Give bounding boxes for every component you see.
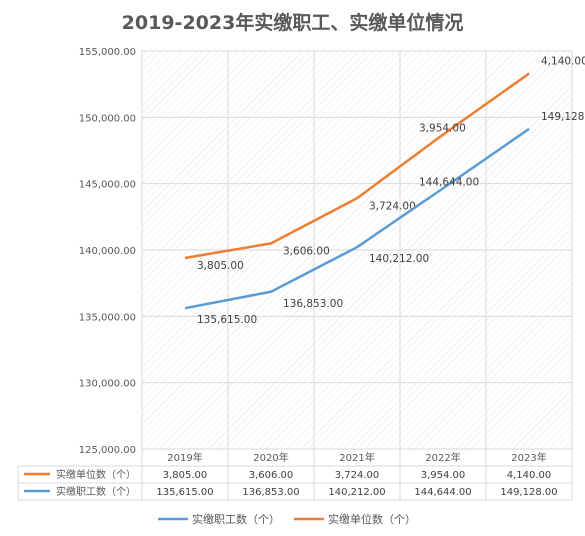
table-cell-value: 3,724.00 — [335, 470, 380, 481]
series-line — [184, 127, 530, 310]
table-cell-value: 140,212.00 — [328, 487, 385, 498]
y-tick-label: 150,000.00 — [79, 113, 136, 124]
x-tick-label: 2022年 — [425, 451, 460, 464]
table-cell-value: 144,644.00 — [414, 487, 471, 498]
legend-label: 实缴职工数（个） — [192, 512, 280, 526]
data-label: 149,128.00 — [541, 111, 585, 123]
data-label: 3,805.00 — [197, 260, 244, 272]
table-cell-value: 3,805.00 — [163, 470, 208, 481]
y-tick-label: 125,000.00 — [79, 445, 136, 456]
y-tick-label: 155,000.00 — [79, 47, 136, 58]
data-label: 4,140.00 — [541, 56, 585, 68]
chart-title: 2019-2023年实缴职工、实缴单位情况 — [121, 12, 464, 34]
table-series-label: 实缴职工数（个） — [56, 485, 136, 498]
data-label: 136,853.00 — [283, 298, 343, 310]
data-label: 3,724.00 — [369, 200, 416, 212]
legend-label: 实缴单位数（个） — [328, 512, 416, 526]
table-cell-value: 149,128.00 — [500, 487, 557, 498]
x-tick-label: 2021年 — [339, 451, 374, 464]
data-label: 3,954.00 — [419, 123, 466, 135]
y-tick-label: 145,000.00 — [79, 180, 136, 191]
y-tick-label: 130,000.00 — [79, 379, 136, 390]
data-label: 135,615.00 — [197, 314, 257, 326]
series-line — [184, 72, 530, 260]
table-cell-value: 135,615.00 — [156, 487, 213, 498]
x-tick-label: 2023年 — [511, 451, 546, 464]
y-tick-label: 140,000.00 — [79, 246, 136, 257]
table-series-label: 实缴单位数（个） — [56, 468, 136, 481]
data-label: 3,606.00 — [283, 245, 330, 257]
x-tick-label: 2020年 — [253, 451, 288, 464]
x-tick-label: 2019年 — [167, 451, 202, 464]
y-tick-label: 135,000.00 — [79, 312, 136, 323]
table-cell-value: 136,853.00 — [242, 487, 299, 498]
data-label: 144,644.00 — [419, 176, 479, 188]
table-cell-value: 4,140.00 — [507, 470, 552, 481]
data-label: 140,212.00 — [369, 253, 429, 265]
table-cell-value: 3,954.00 — [421, 470, 466, 481]
table-cell-value: 3,606.00 — [249, 470, 294, 481]
